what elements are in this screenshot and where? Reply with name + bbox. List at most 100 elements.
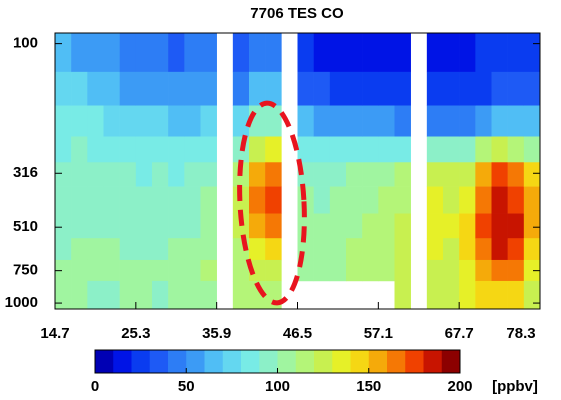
colorbar-swatch (405, 350, 424, 373)
heatmap-cell (378, 105, 395, 137)
heatmap-cell (329, 71, 347, 106)
y-tick-label: 510 (13, 218, 38, 235)
heatmap-cell (71, 105, 88, 137)
heatmap-cell (475, 213, 492, 239)
heatmap-cell (119, 105, 137, 137)
x-tick-label: 46.5 (283, 325, 312, 342)
heatmap-cell (362, 259, 379, 282)
heatmap-cell (378, 186, 395, 214)
heatmap-cell (426, 162, 444, 187)
heatmap-cell (394, 238, 411, 261)
heatmap-cell (378, 162, 395, 187)
heatmap-cell (313, 186, 331, 214)
heatmap-cell (265, 136, 282, 163)
y-tick-label: 316 (13, 164, 38, 181)
heatmap-cell (443, 162, 460, 187)
heatmap-cell (507, 259, 525, 282)
heatmap-cell (346, 162, 363, 187)
heatmap-cell (346, 105, 363, 137)
heatmap-cell (168, 105, 185, 137)
heatmap-cell (346, 186, 363, 214)
heatmap-cell (249, 71, 266, 106)
heatmap-cell (362, 33, 379, 73)
heatmap-cell (459, 162, 476, 187)
heatmap-cell (346, 33, 363, 73)
heatmap-cell (426, 105, 444, 137)
heatmap-cell (362, 105, 379, 137)
heatmap-cell (265, 71, 282, 106)
heatmap-cell (394, 105, 411, 137)
heatmap-cell (362, 213, 379, 239)
heatmap-cell (491, 33, 508, 73)
heatmap-cell (55, 186, 72, 214)
heatmap-cell (329, 213, 347, 239)
heatmap-cell (523, 136, 541, 163)
heatmap-cell (313, 213, 331, 239)
heatmap-cell (135, 186, 153, 214)
heatmap-cell (313, 238, 331, 261)
colorbar-swatch (259, 350, 278, 373)
highlight-ellipse (237, 100, 307, 306)
heatmap-cell (71, 213, 88, 239)
heatmap-cell (103, 186, 120, 214)
x-tick-label: 78.3 (506, 325, 535, 342)
heatmap-cell (507, 280, 525, 310)
heatmap-cell (135, 71, 153, 106)
heatmap-cell (200, 186, 217, 214)
heatmap-cell (103, 259, 120, 282)
heatmap-cell (329, 238, 347, 261)
heatmap-cell (491, 186, 508, 214)
heatmap-cell (378, 259, 395, 282)
heatmap-cell (135, 105, 153, 137)
heatmap-cell (200, 213, 217, 239)
heatmap-cell (249, 186, 266, 214)
heatmap-cell (55, 33, 72, 73)
colorbar-swatch (222, 350, 242, 373)
heatmap-cell (491, 280, 508, 310)
heatmap-cell (523, 238, 541, 261)
heatmap-cell (329, 33, 347, 73)
heatmap-cell (55, 259, 72, 282)
heatmap-cell (168, 186, 185, 214)
heatmap-cell (313, 136, 331, 163)
heatmap-cell (329, 186, 347, 214)
heatmap-cell (297, 105, 314, 137)
heatmap-cell (329, 259, 347, 282)
heatmap-cell (459, 71, 476, 106)
heatmap-cell (87, 105, 104, 137)
heatmap-cell (249, 259, 266, 282)
heatmap-cell (103, 71, 120, 106)
heatmap-cell (119, 259, 137, 282)
heatmap-cell (313, 162, 331, 187)
heatmap-cell (507, 162, 525, 187)
heatmap-cell (71, 280, 88, 310)
heatmap-cell (119, 136, 137, 163)
colorbar-tick-label: 150 (356, 378, 381, 395)
heatmap-cell (135, 213, 153, 239)
colorbar-swatch (241, 350, 260, 373)
heatmap-cell (443, 213, 460, 239)
colorbar-swatch (350, 350, 370, 373)
heatmap-cell (249, 238, 266, 261)
heatmap-cell (426, 136, 444, 163)
heatmap-cell (265, 213, 282, 239)
heatmap-cell (87, 71, 104, 106)
heatmap-cell (475, 162, 492, 187)
heatmap-cell (200, 105, 217, 137)
heatmap-cell (232, 105, 250, 137)
heatmap-cell (426, 259, 444, 282)
colorbar-swatch (149, 350, 169, 373)
heatmap-cell (491, 71, 508, 106)
heatmap-cell (313, 259, 331, 282)
heatmap-cell (459, 186, 476, 214)
colorbar-swatch (131, 350, 151, 373)
heatmap-cell (491, 105, 508, 137)
heatmap-cell (362, 71, 379, 106)
colorbar-tick-label: 200 (447, 378, 472, 395)
heatmap-cell (362, 186, 379, 214)
heatmap-cell (55, 105, 72, 137)
x-tick-label: 14.7 (40, 325, 69, 342)
colorbar-swatch (314, 350, 333, 373)
heatmap-cell (297, 136, 314, 163)
y-tick-label: 750 (13, 262, 38, 279)
